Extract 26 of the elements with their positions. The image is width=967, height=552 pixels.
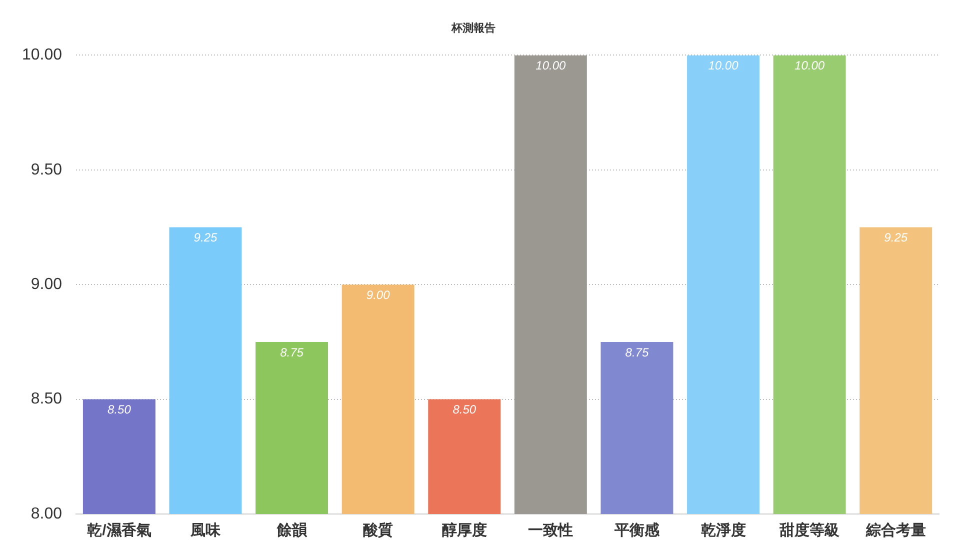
chart-title: 杯測報告 <box>450 22 496 35</box>
x-tick-label: 一致性 <box>528 522 574 540</box>
y-tick-label: 9.00 <box>30 276 62 294</box>
y-tick-label: 8.50 <box>30 390 62 408</box>
x-tick-label: 綜合考量 <box>864 522 926 540</box>
x-tick-label: 乾淨度 <box>700 521 746 540</box>
x-tick-label: 風味 <box>189 522 222 540</box>
data-label: 9.25 <box>884 230 908 245</box>
data-label: 9.25 <box>194 230 218 245</box>
x-tick-label: 醇厚度 <box>442 521 487 540</box>
data-label: 8.75 <box>280 345 304 360</box>
data-label: 10.00 <box>794 58 825 73</box>
data-label: 9.00 <box>366 288 390 302</box>
data-label: 10.00 <box>536 58 566 73</box>
data-label: 8.50 <box>452 402 476 417</box>
x-tick-label: 酸質 <box>363 521 394 540</box>
y-tick-label: 9.50 <box>30 161 62 178</box>
data-label: 8.50 <box>108 402 132 417</box>
x-tick-label: 乾/濕香氣 <box>87 522 152 540</box>
x-tick-label: 餘韻 <box>276 522 308 540</box>
y-tick-label: 10.00 <box>22 46 62 64</box>
data-label: 8.75 <box>625 345 649 360</box>
x-tick-label: 甜度等級 <box>778 521 841 540</box>
data-label: 10.00 <box>708 58 739 73</box>
x-tick-label: 平衡感 <box>613 522 660 540</box>
y-tick-label: 8.00 <box>30 505 62 522</box>
